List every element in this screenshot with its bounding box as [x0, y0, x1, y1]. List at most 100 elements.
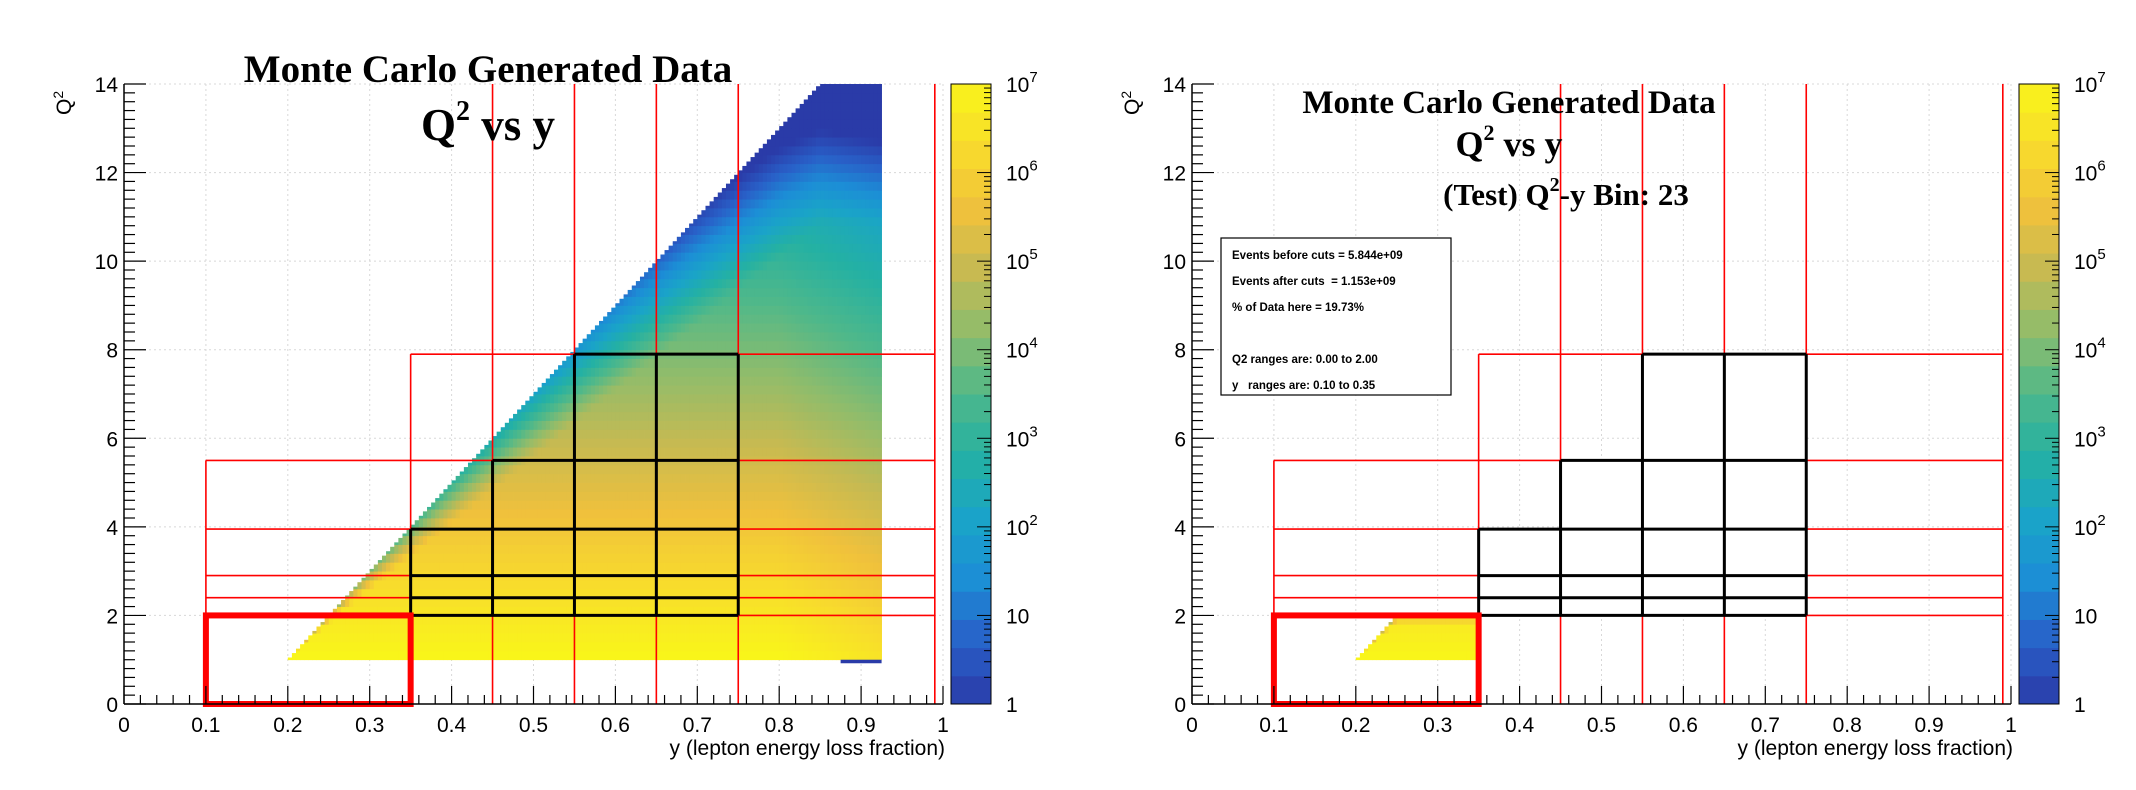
heatmap-cell — [758, 340, 764, 351]
heatmap-cell — [664, 402, 670, 413]
heatmap-cell — [811, 394, 817, 404]
heatmap-cell — [803, 99, 809, 103]
heatmap-cell — [533, 509, 538, 519]
heatmap-cell — [816, 491, 821, 501]
heatmap-cell — [799, 438, 805, 448]
heatmap-cell — [447, 544, 452, 554]
heatmap-cell — [791, 615, 796, 625]
heatmap-cell — [599, 544, 604, 554]
heatmap-cell — [459, 633, 465, 643]
heatmap-cell — [811, 340, 817, 351]
heatmap-cell — [590, 509, 596, 519]
heatmap-cell — [803, 420, 809, 430]
heatmap-cell — [713, 642, 719, 652]
heatmap-cell — [594, 438, 600, 448]
heatmap-cell — [734, 526, 739, 537]
heatmap-cell — [758, 642, 764, 652]
heatmap-cell — [828, 172, 833, 182]
heatmap-cell — [390, 588, 395, 599]
heatmap-cell — [631, 624, 637, 634]
heatmap-cell — [697, 367, 702, 377]
heatmap-cell — [369, 650, 375, 661]
heatmap-cell — [766, 154, 772, 165]
heatmap-cell — [656, 588, 661, 599]
heatmap-cell — [746, 296, 751, 306]
heatmap-cell — [730, 216, 735, 227]
heatmap-cell — [816, 385, 821, 395]
heatmap-cell — [693, 562, 698, 572]
heatmap-cell — [623, 358, 629, 368]
heatmap-cell — [447, 509, 452, 519]
heatmap-cell — [582, 385, 588, 395]
heatmap-cell — [312, 630, 317, 634]
heatmap-cell — [807, 553, 813, 563]
heatmap-cell — [529, 464, 534, 475]
heatmap-cell — [443, 535, 448, 545]
heatmap-cell — [746, 208, 751, 218]
heatmap-cell — [627, 509, 633, 519]
heatmap-cell — [857, 473, 862, 483]
heatmap-cell — [795, 447, 801, 457]
heatmap-cell — [725, 394, 731, 404]
heatmap-cell — [365, 650, 371, 661]
heatmap-cell — [680, 500, 686, 510]
heatmap-cell — [799, 562, 805, 572]
heatmap-cell — [639, 464, 645, 475]
heatmap-cell — [533, 535, 538, 545]
heatmap-cell — [463, 562, 469, 572]
heatmap-cell — [447, 624, 452, 634]
heatmap-cell — [799, 553, 805, 563]
heatmap-cell — [742, 500, 747, 510]
heatmap-cell — [758, 199, 764, 209]
heatmap-cell — [738, 385, 743, 395]
heatmap-cell — [771, 624, 776, 634]
heatmap-cell — [500, 500, 506, 510]
heatmap-cell — [738, 314, 743, 324]
heatmap-cell — [402, 580, 407, 590]
heatmap-cell — [758, 358, 764, 368]
heatmap-cell — [771, 243, 776, 253]
heatmap-cell — [615, 526, 620, 537]
heatmap-cell — [582, 367, 588, 377]
heatmap-cell — [553, 429, 559, 439]
heatmap-cell — [721, 447, 727, 457]
heatmap-cell — [664, 447, 670, 457]
heatmap-cell — [472, 597, 477, 607]
heatmap-cell — [525, 544, 530, 554]
heatmap-cell — [648, 597, 653, 607]
heatmap-cell — [824, 261, 829, 271]
heatmap-cell — [840, 110, 846, 120]
heatmap-cell — [807, 606, 813, 616]
heatmap-cell — [590, 438, 596, 448]
heatmap-cell — [631, 642, 637, 652]
heatmap-cell — [857, 606, 862, 616]
heatmap-cell — [701, 464, 706, 475]
heatmap-cell — [410, 580, 416, 590]
heatmap-cell — [721, 358, 727, 368]
heatmap-cell — [713, 225, 719, 235]
heatmap-cell — [574, 394, 579, 404]
heatmap-cell — [820, 597, 825, 607]
heatmap-cell — [685, 278, 690, 289]
heatmap-cell — [738, 243, 743, 253]
heatmap-cell — [574, 367, 579, 377]
heatmap-cell — [508, 535, 514, 545]
heatmap-cell — [828, 385, 833, 395]
heatmap-cell — [832, 464, 837, 475]
heatmap-cell — [623, 518, 629, 528]
heatmap-cell — [672, 518, 678, 528]
heatmap-cell — [816, 429, 821, 439]
heatmap-cell — [578, 588, 584, 599]
heatmap-cell — [836, 296, 842, 306]
heatmap-cell — [762, 314, 768, 324]
heatmap-cell — [631, 553, 637, 563]
heatmap-cell — [824, 438, 829, 448]
heatmap-cell — [775, 376, 780, 386]
heatmap-cell — [807, 172, 813, 182]
heatmap-cell — [623, 367, 629, 377]
heatmap-cell — [783, 243, 788, 253]
heatmap-cell — [795, 580, 801, 590]
heatmap-cell — [803, 314, 809, 324]
heatmap-cell — [771, 597, 776, 607]
heatmap-cell — [484, 473, 489, 483]
